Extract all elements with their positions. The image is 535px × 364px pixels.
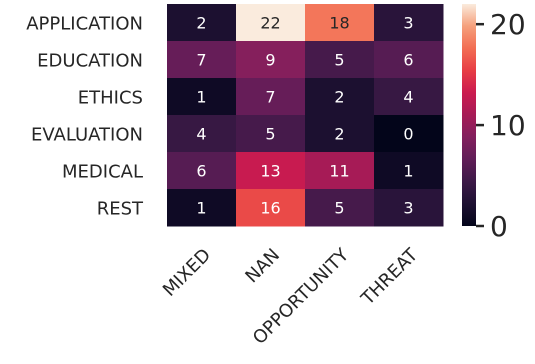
cell-value-label: 4 bbox=[196, 125, 206, 144]
heatmap-cell bbox=[236, 115, 306, 153]
heatmap-cell bbox=[236, 41, 306, 79]
cell-value-label: 5 bbox=[265, 125, 275, 144]
cell-value-label: 1 bbox=[196, 199, 206, 218]
heatmap-cell bbox=[374, 41, 444, 79]
heatmap-cell bbox=[167, 152, 237, 190]
heatmap-cell bbox=[374, 152, 444, 190]
heatmap-cell bbox=[167, 189, 237, 227]
colorbar-tick-label: 20 bbox=[490, 8, 526, 41]
heatmap-cell bbox=[305, 41, 375, 79]
cell-value-label: 13 bbox=[260, 162, 280, 181]
heatmap-cell bbox=[374, 78, 444, 116]
heatmap-cell bbox=[305, 115, 375, 153]
cell-value-label: 5 bbox=[334, 51, 344, 70]
row-tick-label: REST bbox=[97, 199, 144, 220]
cell-value-label: 16 bbox=[260, 199, 280, 218]
cell-value-label: 3 bbox=[403, 14, 413, 33]
row-tick-label: EDUCATION bbox=[37, 51, 143, 72]
heatmap-cell bbox=[236, 152, 306, 190]
cell-value-label: 7 bbox=[196, 51, 206, 70]
cell-value-label: 2 bbox=[334, 88, 344, 107]
column-tick-label: MIXED bbox=[159, 245, 215, 301]
row-tick-label: EVALUATION bbox=[31, 125, 143, 146]
cell-value-label: 5 bbox=[334, 199, 344, 218]
column-tick-label: THREAT bbox=[357, 244, 423, 310]
cell-value-label: 6 bbox=[196, 162, 206, 181]
heatmap-cell bbox=[167, 4, 237, 42]
cell-value-label: 6 bbox=[403, 51, 413, 70]
heatmap-cell bbox=[236, 78, 306, 116]
cell-value-label: 3 bbox=[403, 199, 413, 218]
heatmap-cell bbox=[374, 189, 444, 227]
row-tick-label: ETHICS bbox=[78, 88, 143, 109]
heatmap-cell bbox=[236, 4, 306, 42]
cell-value-label: 7 bbox=[265, 88, 275, 107]
cell-value-label: 0 bbox=[403, 125, 413, 144]
colorbar-tick-label: 0 bbox=[490, 210, 508, 243]
cell-value-label: 1 bbox=[403, 162, 413, 181]
heatmap-cell bbox=[305, 4, 375, 42]
colorbar-tick-label: 10 bbox=[490, 109, 526, 142]
row-labels: APPLICATION EDUCATION ETHICS EVALUATION MEDI… bbox=[26, 14, 144, 220]
cell-value-label: 1 bbox=[196, 88, 206, 107]
heatmap-cell bbox=[167, 41, 237, 79]
cell-value-label: 4 bbox=[403, 88, 413, 107]
heatmap-cell bbox=[374, 115, 444, 153]
heatmap-cell bbox=[374, 4, 444, 42]
cell-value-label: 22 bbox=[260, 14, 280, 33]
heatmap-cell bbox=[236, 189, 306, 227]
cell-value-label: 2 bbox=[196, 14, 206, 33]
cell-value-label: 18 bbox=[329, 14, 349, 33]
heatmap-cell bbox=[305, 189, 375, 227]
row-tick-label: APPLICATION bbox=[26, 14, 143, 35]
row-tick-label: MEDICAL bbox=[62, 162, 143, 183]
cell-value-label: 2 bbox=[334, 125, 344, 144]
colorbar-gradient bbox=[462, 4, 476, 226]
cell-value-label: 9 bbox=[265, 51, 275, 70]
heatmap-cells: 2 22 18 37 9 5 61 7 2 44 5 2 06 13 11 11 16 5 3 bbox=[167, 4, 444, 227]
heatmap-cell bbox=[167, 115, 237, 153]
colorbar: 0 10 20 bbox=[462, 4, 526, 243]
heatmap-cell bbox=[305, 78, 375, 116]
column-tick-label: NAN bbox=[241, 245, 284, 288]
heatmap-cell bbox=[167, 78, 237, 116]
cell-value-label: 11 bbox=[329, 162, 349, 181]
heatmap-cell bbox=[305, 152, 375, 190]
